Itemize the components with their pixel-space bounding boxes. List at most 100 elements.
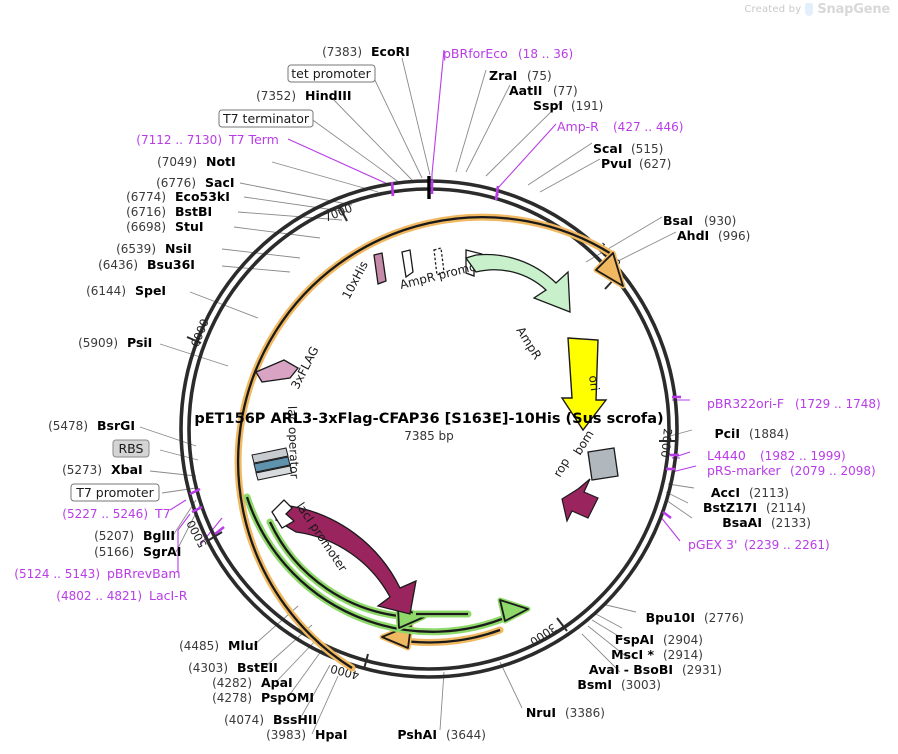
enzyme-label[interactable]: StuI [175,219,204,234]
position: (515) [631,142,663,156]
feature-label[interactable]: T7 Term [228,132,279,147]
range: (1729 .. 1748) [795,397,881,411]
feature-label[interactable]: pBR322ori-F [707,396,784,411]
label-group-left: (5478) BsrGI RBS (5273) XbaI T7 promoter… [14,418,347,742]
position: (3983) [266,728,306,742]
feature-label[interactable]: pBRrevBam [107,566,181,581]
range: (18 .. 36) [518,47,573,61]
feature-ori: ori [560,337,608,432]
feature-label: rop [550,455,572,479]
feature-ticks [189,180,681,536]
enzyme-label[interactable]: PciI [714,426,740,441]
enzyme-label[interactable]: MscI * [611,647,654,662]
feature-label[interactable]: pGEX 3' [688,537,737,552]
position: (627) [639,157,671,171]
enzyme-label[interactable]: NruI [526,705,556,720]
label-group-bottom: PshAI (3644) NruI (3386) [397,705,605,742]
position: (5207) [94,529,134,543]
position: (4278) [212,691,252,705]
enzyme-label[interactable]: BstZ17I [703,500,757,515]
boxed-label-text: RBS [119,441,144,456]
feature-label[interactable]: Amp-R [557,119,599,134]
feature-label[interactable]: T7 [154,506,171,521]
enzyme-label[interactable]: Eco53kI [175,189,230,204]
feature-bom: bom [571,428,619,481]
enzyme-label[interactable]: PvuI [601,156,632,171]
enzyme-label[interactable]: AccI [711,485,740,500]
enzyme-label[interactable]: ScaI [593,141,623,156]
plasmid-size: 7385 bp [404,429,454,443]
enzyme-label[interactable]: HpaI [315,727,348,742]
position: (191) [571,99,603,113]
enzyme-label[interactable]: BsaAI [722,515,762,530]
enzyme-label[interactable]: BsrGI [97,418,135,433]
position: (5478) [48,419,88,433]
enzyme-label[interactable]: NotI [206,154,236,169]
position: (7049) [157,155,197,169]
enzyme-label[interactable]: EcoRI [371,44,410,59]
enzyme-label[interactable]: AvaI - BsoBI [589,662,673,677]
feature-label[interactable]: pRS-marker [707,463,782,478]
position: (930) [704,214,736,228]
boxed-label-text: T7 terminator [222,111,310,126]
position: (4074) [224,713,264,727]
position: (4485) [179,639,219,653]
enzyme-label[interactable]: SpeI [135,283,166,298]
position: (6774) [126,190,166,204]
snapgene-logo-icon [805,3,814,16]
feature-lac-operator: lac operator [251,406,302,481]
position: (7352) [256,89,296,103]
feature-label[interactable]: pBRforEco [443,46,508,61]
enzyme-label[interactable]: Bsu36I [147,257,195,272]
enzyme-label[interactable]: NsiI [165,241,192,256]
position: (5909) [78,336,118,350]
position: (77) [553,84,578,98]
position: (75) [527,69,552,83]
enzyme-label[interactable]: ApaI [261,675,293,690]
green-arc-outer [243,493,531,636]
range: (1982 .. 1999) [760,449,846,463]
enzyme-label[interactable]: HindIII [305,88,352,103]
position: (6716) [126,205,166,219]
feature-label: AmpR [513,324,544,362]
label-group-top-left: (7383) EcoRI tet promoter (7352) HindIII… [78,44,410,350]
enzyme-label[interactable]: MluI [228,638,258,653]
range: (427 .. 446) [613,120,683,134]
position: (2904) [663,633,703,647]
enzyme-label[interactable]: BglII [143,528,175,543]
boxed-label-tet-promoter: tet promoter [287,64,376,83]
feature-label[interactable]: L4440 [707,448,746,463]
boxed-label-t7-terminator: T7 terminator [218,109,314,128]
enzyme-label[interactable]: BsmI [577,677,612,692]
range: (7112 .. 7130) [136,133,222,147]
range: (5227 .. 5246) [62,507,148,521]
boxed-label-text: tet promoter [291,66,371,81]
enzyme-label[interactable]: XbaI [111,462,143,477]
enzyme-label[interactable]: SacI [205,175,235,190]
enzyme-label[interactable]: PspOMI [261,690,314,705]
boxed-label-rbs: RBS [112,439,150,458]
enzyme-label[interactable]: PshAI [397,727,437,742]
enzyme-label[interactable]: FspAI [615,632,654,647]
enzyme-label[interactable]: BsaI [663,213,693,228]
enzyme-label[interactable]: ZraI [489,68,517,83]
position: (4303) [188,661,228,675]
enzyme-label[interactable]: SspI [533,98,563,113]
enzyme-label[interactable]: AatII [509,83,542,98]
label-group-bottom-right: BsmI (3003) AvaI - BsoBI (2931) MscI * (… [577,610,744,692]
enzyme-label[interactable]: PsiI [127,335,152,350]
enzyme-label[interactable]: Bpu10I [646,610,695,625]
enzyme-label[interactable]: SgrAI [143,544,181,559]
position: (6776) [156,176,196,190]
boxed-label-text: T7 promoter [75,485,154,500]
boxed-label-t7-promoter: T7 promoter [70,483,160,502]
enzyme-label[interactable]: BstBI [175,204,212,219]
position: (6436) [98,258,138,272]
enzyme-label[interactable]: BssHII [273,712,317,727]
feature-label[interactable]: LacI-R [149,588,188,603]
enzyme-label[interactable]: AhdI [677,228,709,243]
range: (4802 .. 4821) [56,589,142,603]
enzyme-label[interactable]: BstEII [237,660,278,675]
range: (5124 .. 5143) [14,567,100,581]
